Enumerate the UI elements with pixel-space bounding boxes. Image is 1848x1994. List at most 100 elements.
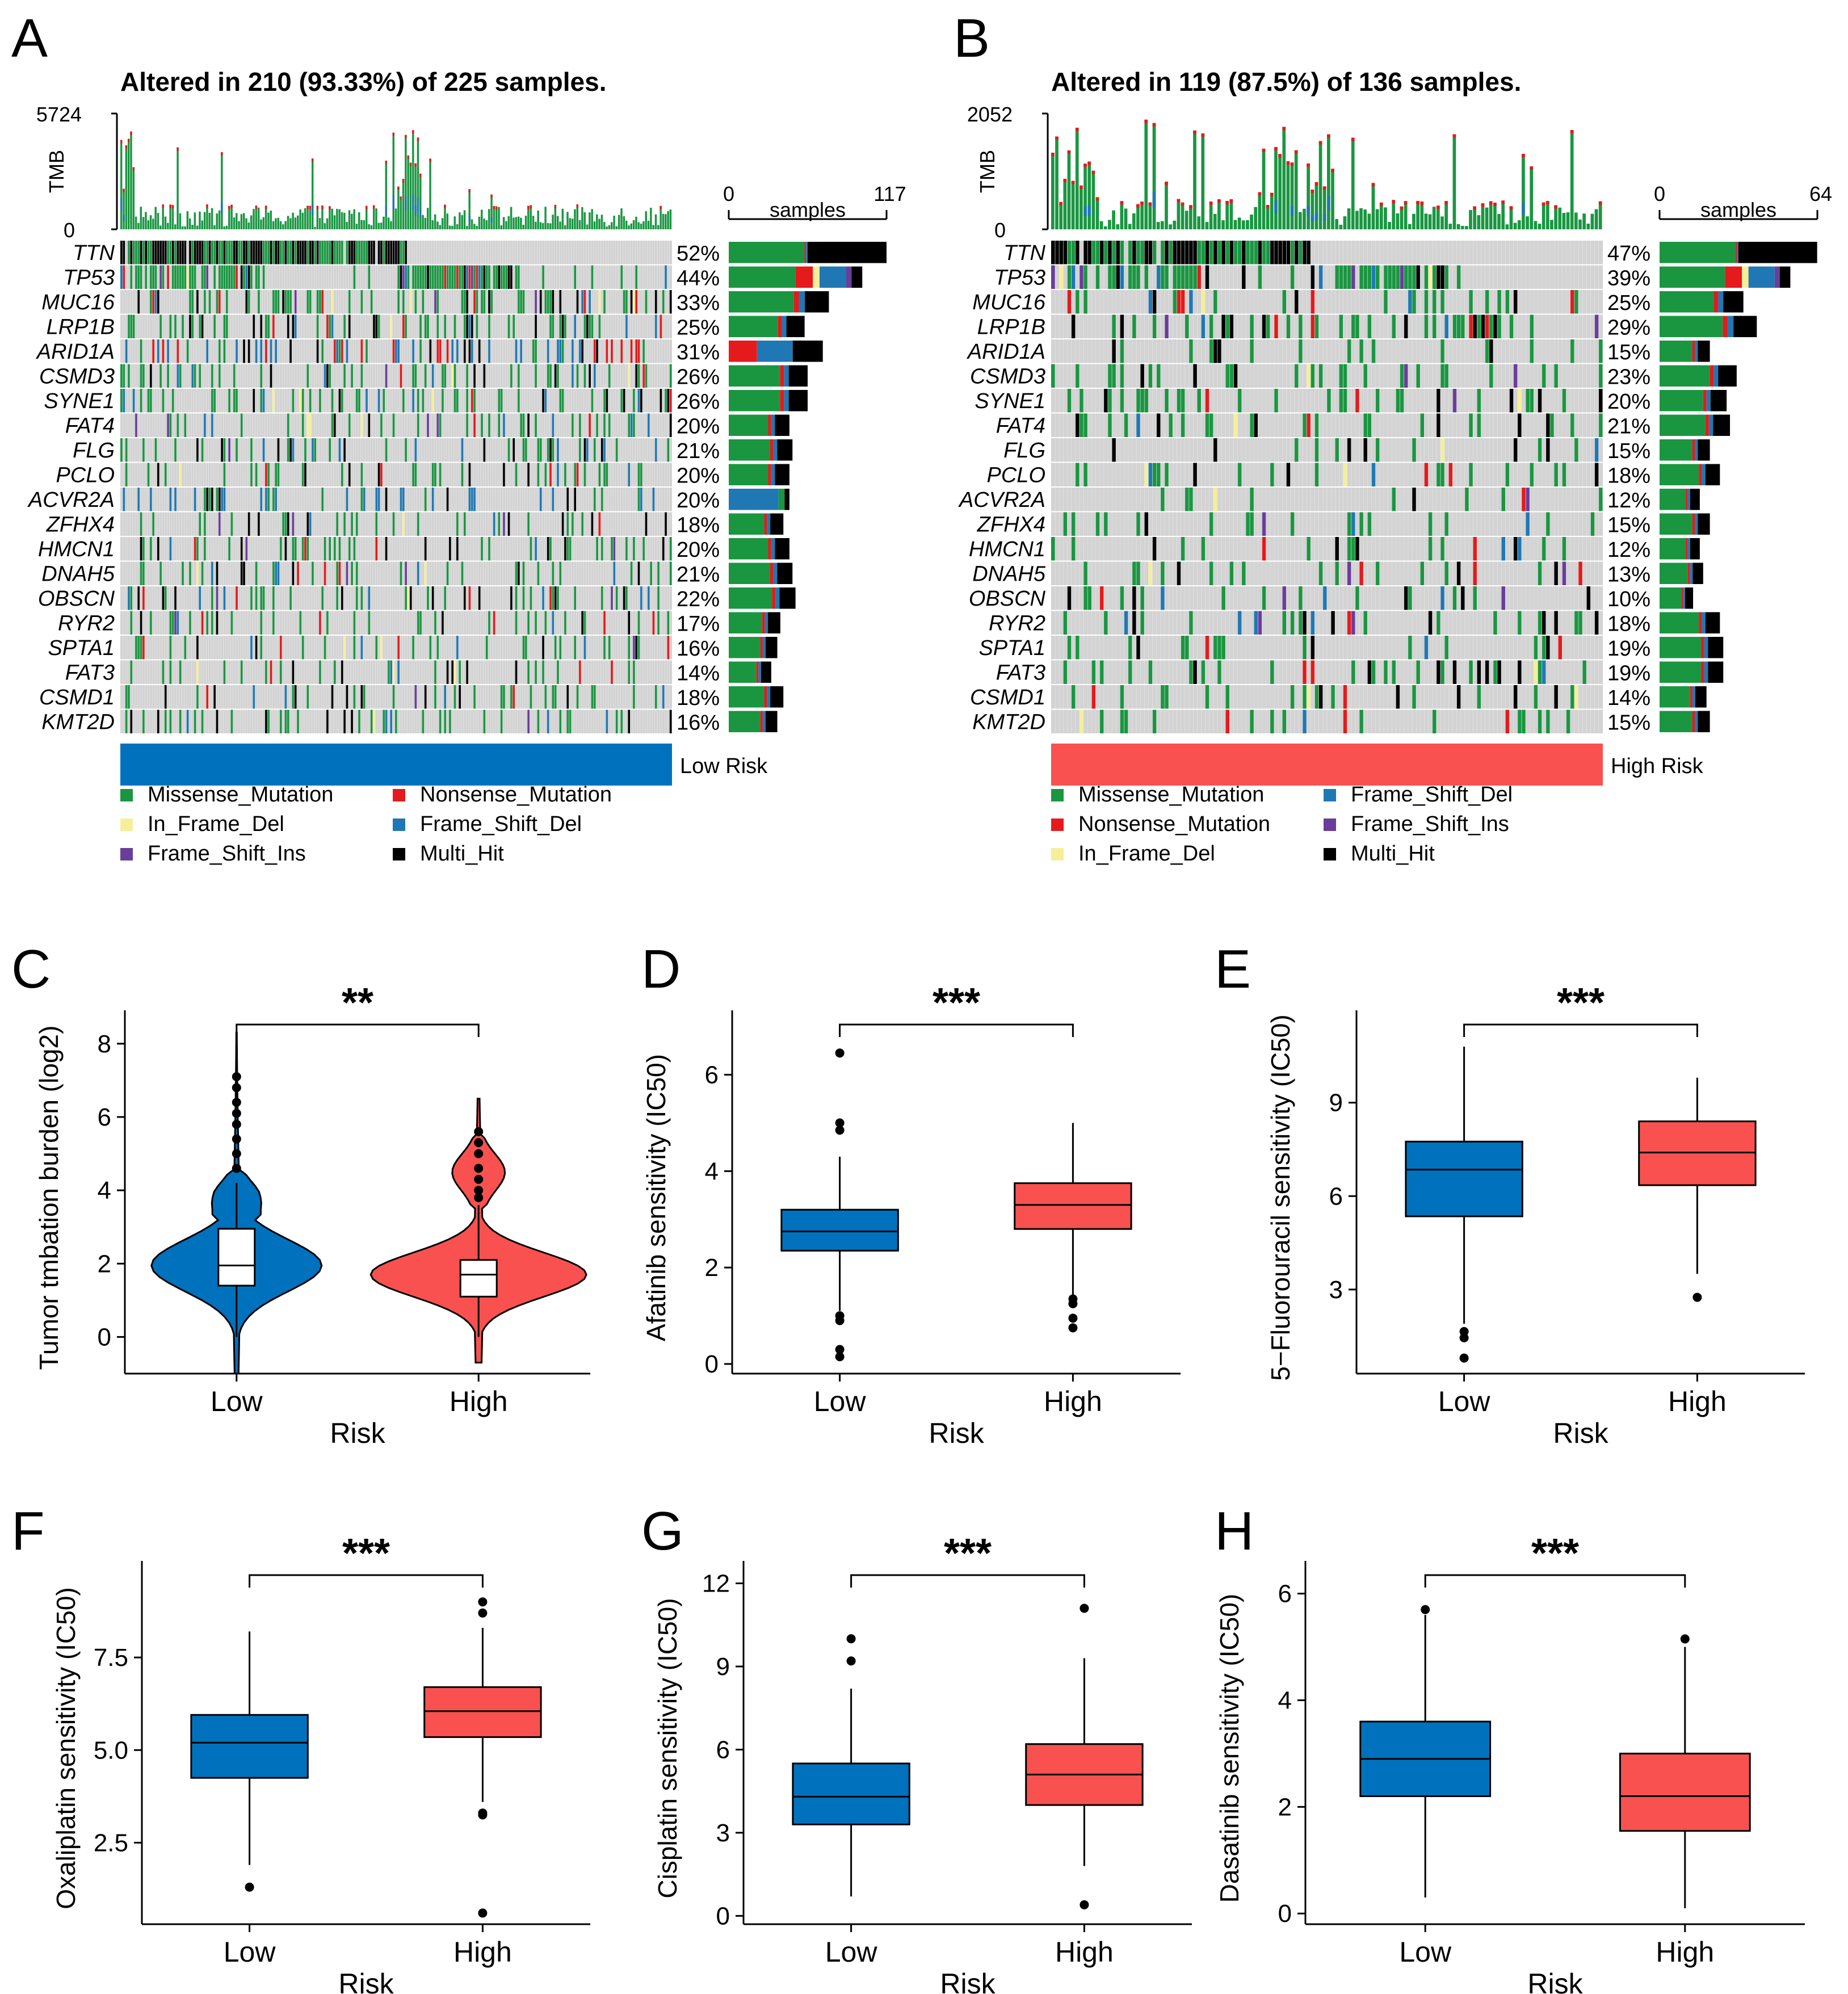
mutation-cell <box>485 636 488 660</box>
mutation-cell <box>1412 290 1416 314</box>
mutation-cell <box>1538 438 1542 462</box>
tmb-bar <box>1083 163 1087 229</box>
tmb-bar <box>1359 208 1363 229</box>
mutation-cell <box>370 710 373 733</box>
mutation-cell <box>1509 314 1514 338</box>
tmb-bar <box>667 211 669 229</box>
samples-bar-segment <box>819 266 847 288</box>
mutation-cell <box>194 364 196 388</box>
mutation-cell <box>1156 265 1161 289</box>
mutation-cell <box>360 413 363 437</box>
tmb-bar <box>182 226 184 229</box>
mutation-cell <box>179 710 182 733</box>
tmb-bar-top <box>329 206 331 210</box>
tmb-bar <box>544 207 547 229</box>
tmb-bar-top <box>1055 136 1059 140</box>
tmb-bar-top <box>400 196 402 200</box>
mutation-cell <box>282 290 284 314</box>
mutation-cell <box>530 586 532 610</box>
mutation-cell <box>1266 241 1270 265</box>
samples-bar-segment <box>1698 513 1710 535</box>
mutation-cell <box>1363 611 1367 635</box>
samples-bar-segment <box>773 562 778 584</box>
samples-bar-segment <box>808 242 887 263</box>
mutation-cell <box>481 290 483 314</box>
mutation-cell <box>1314 438 1319 462</box>
tmb-bar <box>1071 180 1075 229</box>
mutation-cell <box>1440 660 1444 684</box>
mutation-cell <box>1303 685 1307 709</box>
mutation-cell <box>199 364 201 388</box>
y-axis-label: Cisplatin sensitivity (IC50) <box>653 1598 682 1898</box>
mutation-cell <box>372 314 375 338</box>
mutation-cell <box>417 611 419 635</box>
mutation-cell <box>216 611 219 635</box>
gene-percent: 20% <box>677 464 720 488</box>
mutation-cell <box>1132 265 1136 289</box>
samples-bar-segment <box>1699 464 1702 485</box>
x-tick-label: High <box>1656 1936 1714 1968</box>
mutation-cell <box>552 413 555 437</box>
gene-label: HMCN1 <box>38 538 115 561</box>
mutation-cell <box>120 241 123 265</box>
mutation-cell <box>179 241 182 265</box>
mutation-cell <box>1120 339 1124 363</box>
mutation-cell <box>1225 710 1229 733</box>
mutation-cell <box>463 290 466 314</box>
mutation-cell <box>201 265 204 289</box>
mutation-cell <box>149 611 152 635</box>
samples-bar-segment <box>768 414 771 436</box>
samples-bar-segment <box>729 316 778 337</box>
mutation-cell <box>1440 339 1444 363</box>
mutation-cell <box>343 710 346 733</box>
mutation-cell <box>309 512 312 536</box>
tmb-bar <box>1217 199 1221 229</box>
outlier-point <box>835 1352 845 1362</box>
samples-bar-segment <box>784 390 789 412</box>
tmb-bar-top <box>1493 202 1497 206</box>
mutation-cell <box>188 290 191 314</box>
mutation-cell <box>444 364 447 388</box>
mutation-cell <box>147 389 150 413</box>
mutation-cell <box>301 537 304 561</box>
mutation-cell <box>1574 611 1578 635</box>
tmb-bar <box>1270 192 1274 229</box>
tmb-bar <box>233 217 236 229</box>
mutation-cell <box>1071 314 1076 338</box>
samples-bar-segment <box>1703 390 1707 412</box>
tmb-bar <box>1294 150 1298 229</box>
mutation-cell <box>431 586 434 610</box>
mutation-cell <box>306 512 309 536</box>
mutation-cell <box>213 685 216 709</box>
tmb-bar-top <box>1075 127 1079 131</box>
mutation-cell <box>1099 241 1104 265</box>
mutation-cell <box>1456 265 1461 289</box>
outlier-point <box>1459 1353 1469 1363</box>
mutation-cell <box>162 241 165 265</box>
mutation-cell <box>424 314 427 338</box>
mutation-cell <box>353 537 356 561</box>
mutation-cell <box>250 636 253 660</box>
tmb-bar <box>135 216 137 229</box>
mutation-cell <box>397 265 400 289</box>
mutation-cell <box>145 241 148 265</box>
mutation-cell <box>623 290 625 314</box>
mutation-cell <box>182 561 184 585</box>
mutation-cell <box>157 339 159 363</box>
legend-label: In_Frame_Del <box>148 812 284 836</box>
tmb-bar <box>1408 224 1412 229</box>
samples-bar-segment <box>846 266 852 288</box>
mutation-cell <box>383 710 385 733</box>
mutation-cell <box>1303 636 1307 660</box>
mutation-cell <box>208 290 211 314</box>
mutation-cell <box>1509 389 1514 413</box>
samples-bar-segment <box>729 266 796 288</box>
mutation-cell <box>294 314 297 338</box>
mutation-cell <box>645 290 648 314</box>
mutation-cell <box>177 364 179 388</box>
tmb-bar <box>253 209 255 229</box>
mutation-cell <box>552 438 555 462</box>
mutation-cell <box>211 561 213 585</box>
tmb-bar <box>502 217 505 229</box>
mutation-cell <box>169 611 172 635</box>
